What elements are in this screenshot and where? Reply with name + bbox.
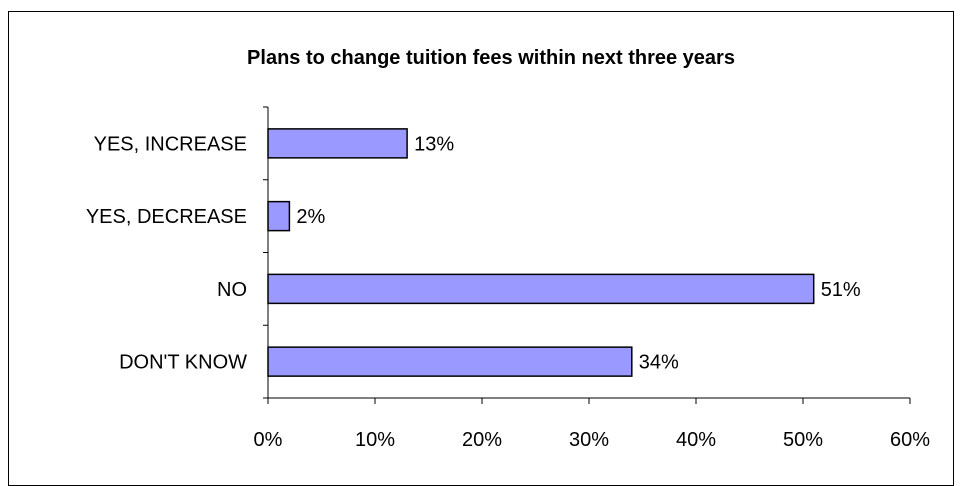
x-tick-label: 10% <box>355 429 395 451</box>
category-label: YES, DECREASE <box>86 206 247 228</box>
category-label: YES, INCREASE <box>94 133 247 155</box>
x-tick-label: 20% <box>462 429 502 451</box>
x-tick-label: 0% <box>254 429 283 451</box>
category-label: NO <box>217 279 247 301</box>
x-tick-label: 40% <box>676 429 716 451</box>
data-label: 51% <box>821 279 861 301</box>
bar <box>267 346 633 377</box>
data-label: 2% <box>296 206 325 228</box>
chart-title: Plans to change tuition fees within next… <box>247 47 735 69</box>
bar <box>267 128 408 159</box>
chart-frame <box>8 11 954 486</box>
x-tick-label: 60% <box>890 429 930 451</box>
data-label: 34% <box>639 352 679 374</box>
bar <box>267 200 291 232</box>
bar <box>267 273 815 305</box>
x-tick-label: 30% <box>569 429 609 451</box>
data-label: 13% <box>414 133 454 155</box>
category-label: DON'T KNOW <box>119 352 247 374</box>
plot-area: 0% 10% 20% 30% 40% 50% 60% YES, INCREASE 13% YES,… <box>86 106 930 451</box>
x-tick-label: 50% <box>783 429 823 451</box>
